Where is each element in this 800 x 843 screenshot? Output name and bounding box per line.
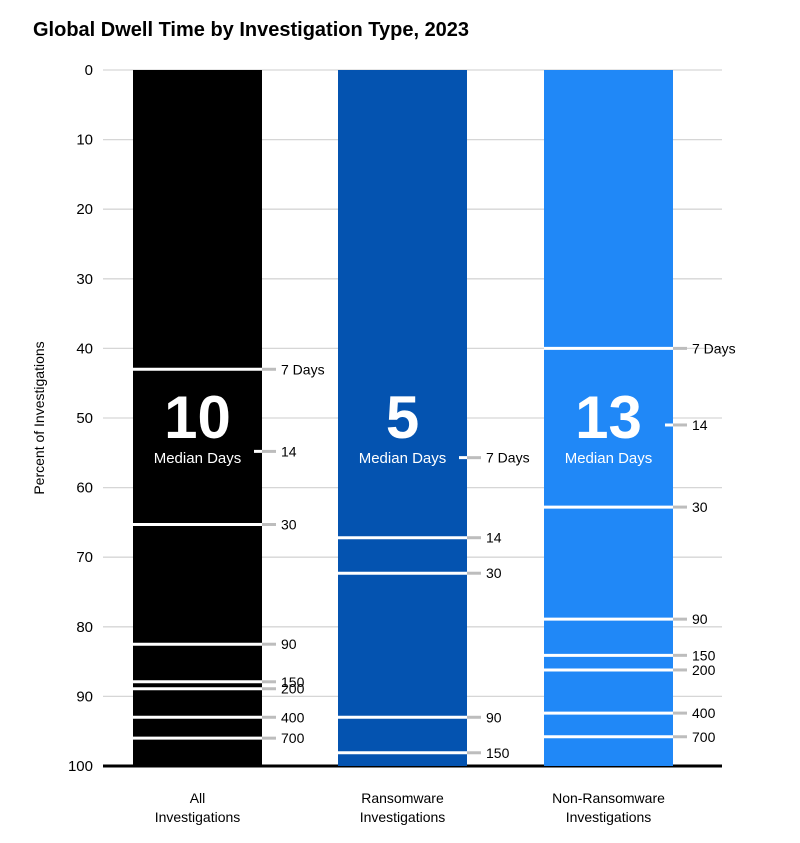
threshold-label: 150 [486,745,510,761]
threshold-label: 14 [281,443,297,459]
threshold-label: 7 Days [486,450,530,466]
median-label: Median Days [154,450,242,467]
y-tick-label: 20 [76,201,93,218]
y-axis-label: Percent of Investigations [31,341,47,494]
y-tick-label: 50 [76,410,93,427]
y-axis-ticks: 0 10 20 30 40 50 60 70 80 90 100 [68,62,93,775]
y-tick-label: 30 [76,271,93,288]
category-label: Non-Ransomware [552,790,665,806]
threshold-label: 150 [281,674,305,690]
median-label: Median Days [565,450,653,467]
threshold-label: 30 [486,565,502,581]
bars [133,70,673,766]
bar [544,70,673,766]
threshold-label: 90 [692,611,708,627]
threshold-label: 30 [692,499,708,515]
bar [338,70,467,766]
threshold-label: 30 [281,516,297,532]
bar [133,70,262,766]
median-value: 5 [386,384,419,451]
y-tick-label: 0 [85,62,93,79]
median-value: 10 [164,384,231,451]
threshold-label: 200 [281,681,305,697]
category-labels: All Investigations Ransomware Investigation… [155,790,665,825]
median-label: Median Days [359,450,447,467]
threshold-label: 7 Days [281,361,325,377]
y-tick-label: 60 [76,480,93,497]
threshold-label: 90 [281,636,297,652]
chart-title: Global Dwell Time by Investigation Type,… [33,19,469,41]
threshold-label: 700 [281,730,305,746]
median-value: 13 [575,384,642,451]
category-label: Investigations [360,809,446,825]
category-label: Ransomware [361,790,444,806]
threshold-label: 90 [486,709,502,725]
threshold-label: 150 [692,647,716,663]
threshold-label: 7 Days [692,340,736,356]
threshold-label: 200 [692,662,716,678]
threshold-label: 14 [486,530,502,546]
threshold-label: 400 [281,709,305,725]
threshold-label: 14 [692,417,708,433]
threshold-label: 400 [692,705,716,721]
y-tick-label: 90 [76,688,93,705]
threshold-label: 700 [692,729,716,745]
category-label: Investigations [566,809,652,825]
y-tick-label: 10 [76,132,93,149]
category-label: Investigations [155,809,241,825]
y-tick-label: 80 [76,619,93,636]
y-tick-label: 70 [76,549,93,566]
y-tick-label: 100 [68,758,93,775]
category-label: All [190,790,206,806]
y-tick-label: 40 [76,340,93,357]
